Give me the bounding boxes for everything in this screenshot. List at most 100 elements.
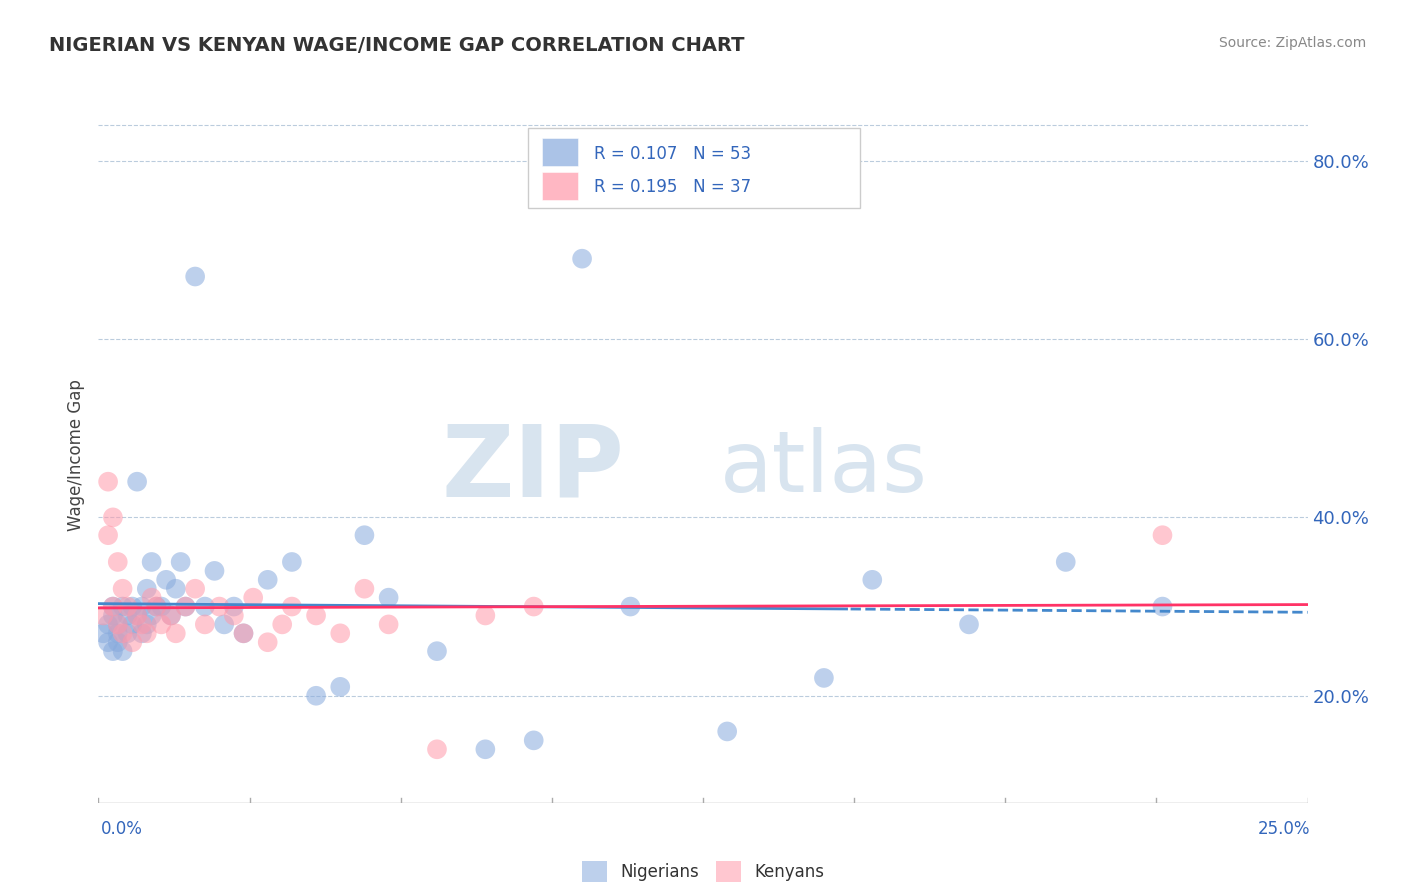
Point	[426, 644, 449, 658]
Point	[212, 617, 235, 632]
Point	[141, 608, 163, 623]
Point	[184, 269, 207, 284]
Point	[97, 528, 120, 542]
Point	[107, 617, 129, 632]
Point	[377, 617, 399, 632]
Point	[101, 599, 124, 614]
Point	[329, 626, 352, 640]
Point	[135, 582, 157, 596]
Point	[474, 742, 496, 756]
Point	[97, 617, 120, 632]
Point	[91, 608, 114, 623]
Point	[165, 626, 187, 640]
Point	[329, 680, 352, 694]
Point	[523, 599, 546, 614]
Text: Source: ZipAtlas.com: Source: ZipAtlas.com	[1219, 36, 1367, 50]
Point	[1152, 599, 1174, 614]
Point	[111, 626, 134, 640]
Bar	[543, 138, 578, 166]
Point	[222, 608, 245, 623]
Bar	[543, 172, 578, 200]
Point	[169, 555, 191, 569]
Point	[131, 626, 153, 640]
Point	[135, 617, 157, 632]
Point	[145, 599, 167, 614]
Point	[127, 475, 149, 489]
Point	[117, 608, 139, 623]
Point	[474, 608, 496, 623]
Text: ZIP: ZIP	[441, 420, 624, 517]
Point	[523, 733, 546, 747]
Point	[571, 252, 593, 266]
Point	[145, 599, 167, 614]
Point	[242, 591, 264, 605]
Text: 0.0%: 0.0%	[101, 820, 143, 838]
Point	[91, 626, 114, 640]
Point	[194, 599, 217, 614]
Point	[1054, 555, 1077, 569]
Text: 25.0%: 25.0%	[1258, 820, 1310, 838]
Point	[101, 644, 124, 658]
Point	[101, 510, 124, 524]
Point	[107, 626, 129, 640]
Point	[107, 617, 129, 632]
Text: atlas: atlas	[720, 427, 928, 510]
Point	[222, 599, 245, 614]
Point	[377, 591, 399, 605]
Point	[101, 608, 124, 623]
Point	[97, 475, 120, 489]
Point	[426, 742, 449, 756]
Point	[127, 608, 149, 623]
Point	[174, 599, 197, 614]
Point	[131, 599, 153, 614]
Point	[127, 608, 149, 623]
Point	[860, 573, 883, 587]
Point	[160, 608, 183, 623]
Text: R = 0.195   N = 37: R = 0.195 N = 37	[595, 178, 751, 196]
Point	[160, 608, 183, 623]
Point	[271, 617, 294, 632]
Point	[121, 599, 143, 614]
Point	[174, 599, 197, 614]
Point	[305, 608, 328, 623]
Point	[97, 635, 120, 649]
Point	[716, 724, 738, 739]
Point	[111, 599, 134, 614]
Point	[232, 626, 254, 640]
Point	[131, 617, 153, 632]
Point	[619, 599, 641, 614]
Point	[111, 582, 134, 596]
Point	[353, 582, 375, 596]
Point	[141, 591, 163, 605]
Point	[353, 528, 375, 542]
Text: NIGERIAN VS KENYAN WAGE/INCOME GAP CORRELATION CHART: NIGERIAN VS KENYAN WAGE/INCOME GAP CORRE…	[49, 36, 745, 54]
FancyBboxPatch shape	[527, 128, 860, 208]
Point	[150, 617, 173, 632]
Point	[141, 555, 163, 569]
Point	[121, 635, 143, 649]
Point	[305, 689, 328, 703]
Point	[155, 573, 177, 587]
Point	[204, 564, 226, 578]
Point	[281, 555, 304, 569]
Point	[165, 582, 187, 596]
Point	[107, 555, 129, 569]
Point	[281, 599, 304, 614]
Text: R = 0.107   N = 53: R = 0.107 N = 53	[595, 145, 751, 162]
Point	[117, 599, 139, 614]
Point	[957, 617, 980, 632]
Legend: Nigerians, Kenyans: Nigerians, Kenyans	[575, 855, 831, 888]
Point	[208, 599, 231, 614]
Point	[813, 671, 835, 685]
Point	[121, 617, 143, 632]
Point	[256, 635, 278, 649]
Point	[101, 599, 124, 614]
Point	[194, 617, 217, 632]
Point	[117, 626, 139, 640]
Point	[1152, 528, 1174, 542]
Point	[135, 626, 157, 640]
Point	[107, 635, 129, 649]
Y-axis label: Wage/Income Gap: Wage/Income Gap	[67, 379, 86, 531]
Point	[150, 599, 173, 614]
Point	[232, 626, 254, 640]
